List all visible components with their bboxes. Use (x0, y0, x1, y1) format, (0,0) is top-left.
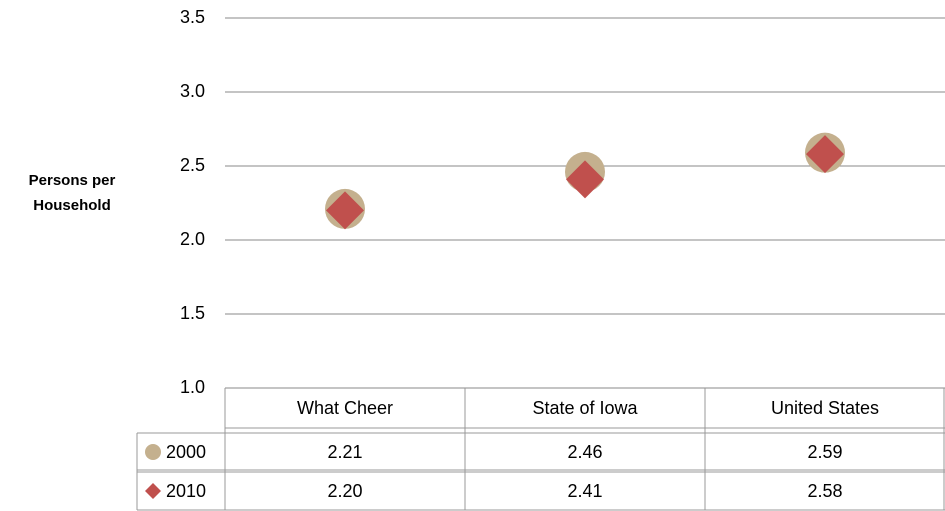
y-tick-label: 2.5 (180, 155, 205, 175)
marker (566, 160, 604, 199)
table-value: 2.41 (567, 481, 602, 501)
legend-marker (145, 483, 161, 499)
table-value: 2.46 (567, 442, 602, 462)
marker (326, 191, 364, 230)
y-tick-label: 3.0 (180, 81, 205, 101)
y-tick-label: 3.5 (180, 7, 205, 27)
y-tick-label: 1.5 (180, 303, 205, 323)
category-label: United States (771, 398, 879, 418)
marker (806, 135, 844, 174)
y-tick-label: 1.0 (180, 377, 205, 397)
legend-label: 2000 (166, 442, 206, 462)
category-label: What Cheer (297, 398, 393, 418)
legend-label: 2010 (166, 481, 206, 501)
table-value: 2.21 (327, 442, 362, 462)
y-axis-label: Persons per Household (28, 172, 116, 214)
table-value: 2.20 (327, 481, 362, 501)
y-tick-label: 2.0 (180, 229, 205, 249)
table-value: 2.58 (807, 481, 842, 501)
legend-marker (145, 444, 161, 460)
table-value: 2.59 (807, 442, 842, 462)
category-label: State of Iowa (532, 398, 638, 418)
